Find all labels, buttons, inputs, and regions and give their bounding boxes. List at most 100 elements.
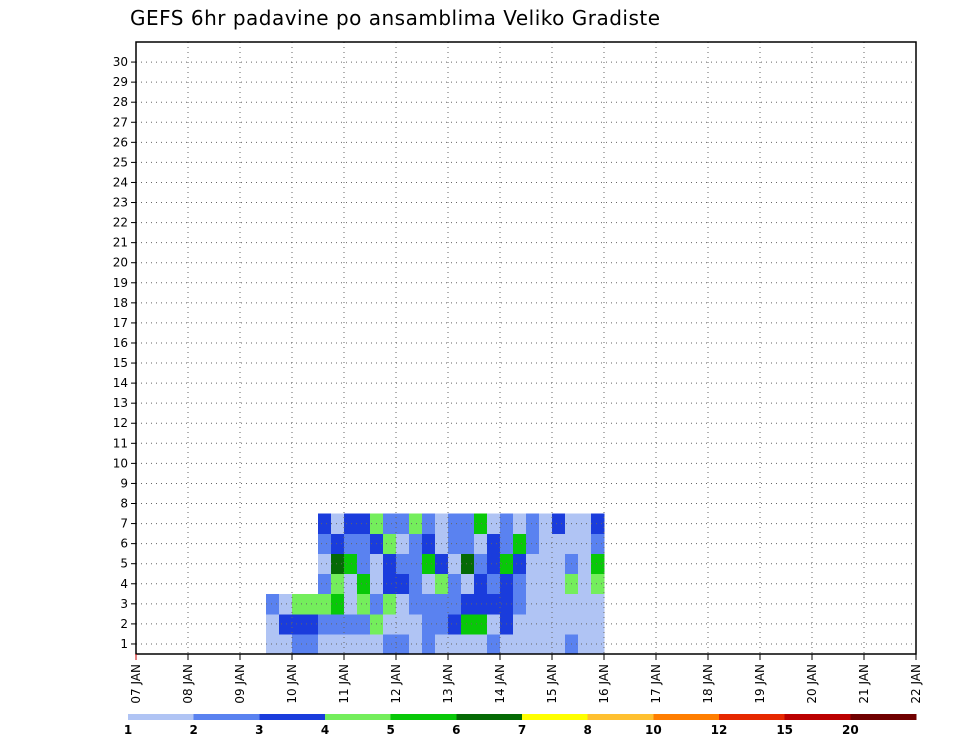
heatmap-cell xyxy=(383,593,397,615)
legend-label: 10 xyxy=(645,723,662,737)
legend-label: 15 xyxy=(776,723,793,737)
heatmap-cell xyxy=(344,573,358,595)
heatmap-cell xyxy=(552,633,566,655)
y-tick-label: 17 xyxy=(113,316,128,330)
y-tick-label: 30 xyxy=(113,55,128,69)
x-tick-label: 10 JAN xyxy=(285,664,299,704)
heatmap-cell xyxy=(526,553,540,575)
heatmap-cell xyxy=(448,533,462,555)
heatmap-cell xyxy=(461,553,475,575)
y-tick-label: 8 xyxy=(120,497,128,511)
legend-swatch xyxy=(456,714,523,720)
x-tick-label: 15 JAN xyxy=(545,664,559,704)
heatmap-cell xyxy=(422,573,436,595)
heatmap-cell xyxy=(474,553,488,575)
heatmap-cell xyxy=(513,573,527,595)
legend-swatch xyxy=(193,714,260,720)
heatmap-cell xyxy=(422,513,436,535)
heatmap-cell xyxy=(578,553,592,575)
legend-label: 20 xyxy=(842,723,859,737)
heatmap-cell xyxy=(552,593,566,615)
heatmap-cell xyxy=(331,533,345,555)
y-tick-label: 2 xyxy=(120,617,128,631)
heatmap-cell xyxy=(357,553,371,575)
heatmap-cell xyxy=(266,593,280,615)
heatmap-cell xyxy=(357,593,371,615)
y-tick-label: 7 xyxy=(120,517,128,531)
y-tick-label: 25 xyxy=(113,155,128,169)
heatmap-cell xyxy=(279,633,293,655)
legend-label: 4 xyxy=(321,723,329,737)
y-tick-label: 15 xyxy=(113,356,128,370)
heatmap-cell xyxy=(331,613,345,635)
heatmap-cell xyxy=(292,613,306,635)
heatmap-cell xyxy=(422,593,436,615)
x-tick-label: 11 JAN xyxy=(337,664,351,704)
heatmap-cell xyxy=(513,593,527,615)
heatmap-cell xyxy=(578,513,592,535)
heatmap-cell xyxy=(513,613,527,635)
legend-label: 12 xyxy=(711,723,728,737)
heatmap-cell xyxy=(578,633,592,655)
heatmap-cell xyxy=(487,553,501,575)
heatmap-cell xyxy=(331,593,345,615)
heatmap-cell xyxy=(487,613,501,635)
y-tick-label: 16 xyxy=(113,336,128,350)
heatmap-cell xyxy=(487,513,501,535)
legend-swatch xyxy=(587,714,654,720)
legend-swatch xyxy=(653,714,720,720)
grid-lines xyxy=(136,42,916,654)
heatmap-cell xyxy=(591,633,605,655)
legend-label: 5 xyxy=(386,723,394,737)
heatmap-cell xyxy=(448,553,462,575)
y-tick-label: 18 xyxy=(113,296,128,310)
x-tick-label: 21 JAN xyxy=(857,664,871,704)
heatmap-cell xyxy=(578,593,592,615)
chart-title: GEFS 6hr padavine po ansamblima Veliko G… xyxy=(130,6,661,30)
heatmap-cell xyxy=(552,613,566,635)
heatmap-cell xyxy=(461,573,475,595)
heatmap-cell xyxy=(344,593,358,615)
heatmap-cell xyxy=(591,533,605,555)
y-tick-label: 6 xyxy=(120,537,128,551)
heatmap-cell xyxy=(474,593,488,615)
heatmap-cell xyxy=(344,553,358,575)
heatmap-cell xyxy=(539,633,553,655)
heatmap-cell xyxy=(474,533,488,555)
heatmap-cell xyxy=(578,533,592,555)
heatmap-cell xyxy=(591,553,605,575)
heatmap-cell xyxy=(461,613,475,635)
heatmap-cell xyxy=(513,513,527,535)
heatmap-cell xyxy=(292,633,306,655)
heatmap-cell xyxy=(422,633,436,655)
y-tick-label: 10 xyxy=(113,456,128,470)
heatmap-cell xyxy=(383,613,397,635)
x-tick-label: 22 JAN xyxy=(909,664,923,704)
heatmap-cell xyxy=(396,633,410,655)
heatmap-cell xyxy=(474,513,488,535)
y-tick-label: 23 xyxy=(113,196,128,210)
y-tick-label: 12 xyxy=(113,416,128,430)
x-tick-label: 08 JAN xyxy=(181,664,195,704)
heatmap-cell xyxy=(539,553,553,575)
heatmap-cell xyxy=(487,593,501,615)
heatmap-cell xyxy=(383,633,397,655)
heatmap-cell xyxy=(383,533,397,555)
y-tick-label: 21 xyxy=(113,236,128,250)
heatmap-cell xyxy=(474,633,488,655)
y-tick-label: 20 xyxy=(113,256,128,270)
heatmap-cell xyxy=(318,533,332,555)
heatmap-cell xyxy=(526,633,540,655)
legend-swatch xyxy=(259,714,326,720)
x-tick-label: 12 JAN xyxy=(389,664,403,704)
heatmap-cell xyxy=(474,613,488,635)
heatmap-cell xyxy=(591,573,605,595)
heatmap-cell xyxy=(396,613,410,635)
heatmap-cell xyxy=(409,533,423,555)
legend-label: 1 xyxy=(124,723,132,737)
heatmap-cell xyxy=(513,633,527,655)
heatmap-cell xyxy=(344,533,358,555)
heatmap-cell xyxy=(539,613,553,635)
heatmap-cell xyxy=(383,553,397,575)
